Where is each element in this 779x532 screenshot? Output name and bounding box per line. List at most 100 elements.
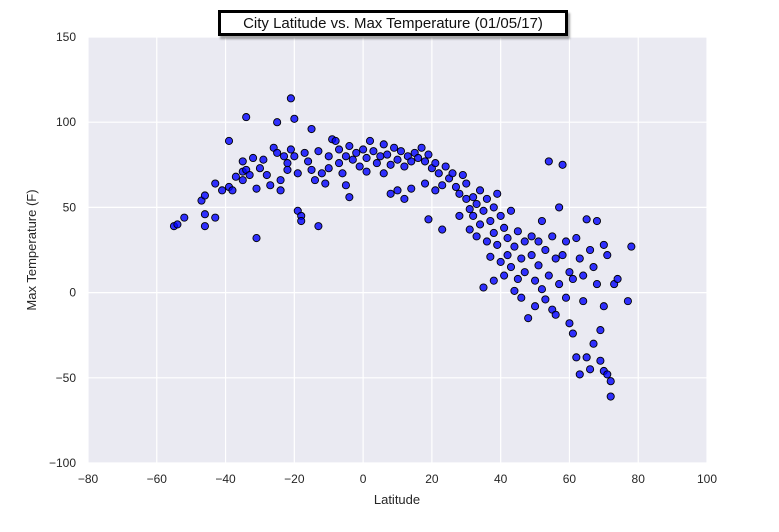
data-point bbox=[531, 302, 540, 311]
data-point bbox=[307, 124, 316, 134]
data-point bbox=[551, 310, 560, 319]
data-point bbox=[211, 213, 220, 222]
data-point bbox=[438, 225, 447, 234]
data-point bbox=[606, 392, 615, 401]
data-point bbox=[386, 160, 395, 169]
data-point bbox=[506, 262, 516, 272]
data-point bbox=[273, 118, 282, 127]
data-point bbox=[455, 189, 464, 198]
y-tick-label: 100 bbox=[56, 115, 76, 129]
x-tick-label: 60 bbox=[563, 472, 577, 486]
data-point bbox=[462, 179, 471, 188]
data-point bbox=[568, 329, 577, 338]
data-point bbox=[307, 165, 316, 174]
x-tick-label: −40 bbox=[215, 472, 236, 486]
data-point bbox=[510, 286, 519, 295]
data-point bbox=[396, 147, 405, 156]
data-point bbox=[414, 153, 423, 163]
data-point bbox=[544, 157, 553, 166]
data-point bbox=[558, 251, 567, 260]
data-point bbox=[606, 377, 615, 386]
data-point bbox=[431, 186, 440, 195]
data-point bbox=[273, 148, 282, 157]
data-point bbox=[558, 160, 567, 169]
data-point bbox=[420, 157, 430, 166]
data-point bbox=[575, 254, 584, 263]
data-point bbox=[249, 153, 258, 163]
data-point bbox=[441, 162, 450, 171]
data-point bbox=[462, 194, 471, 203]
x-tick-label: 100 bbox=[697, 472, 717, 486]
data-point bbox=[231, 172, 240, 181]
data-point bbox=[276, 176, 285, 185]
data-point bbox=[596, 326, 605, 335]
data-point bbox=[503, 234, 512, 243]
data-point bbox=[517, 293, 526, 302]
data-point bbox=[345, 193, 354, 202]
data-point bbox=[324, 152, 333, 161]
data-point bbox=[266, 181, 275, 190]
x-tick-label: −60 bbox=[147, 472, 168, 486]
data-point bbox=[627, 242, 636, 251]
data-point bbox=[417, 143, 426, 152]
data-point bbox=[200, 191, 209, 200]
y-axis-label: Max Temperature (F) bbox=[24, 189, 39, 310]
data-point bbox=[400, 162, 409, 171]
data-point bbox=[475, 220, 485, 229]
data-point bbox=[317, 169, 326, 178]
data-point bbox=[341, 152, 350, 161]
data-point bbox=[286, 145, 295, 154]
data-point bbox=[520, 268, 529, 277]
x-axis-ticks: −80 −60 −40 −20 0 20 40 60 80 100 bbox=[78, 472, 718, 486]
data-point bbox=[324, 164, 333, 173]
data-point bbox=[493, 189, 502, 198]
data-points bbox=[169, 94, 636, 401]
x-tick-label: 0 bbox=[360, 472, 367, 486]
data-point bbox=[348, 155, 357, 164]
data-point bbox=[407, 184, 416, 193]
data-point bbox=[513, 227, 522, 236]
data-point bbox=[575, 370, 584, 379]
data-point bbox=[424, 215, 433, 224]
data-point bbox=[455, 211, 464, 220]
data-point bbox=[262, 170, 271, 180]
data-point bbox=[365, 136, 375, 145]
gridlines bbox=[87, 36, 708, 464]
data-point bbox=[400, 194, 409, 203]
chart-title: City Latitude vs. Max Temperature (01/05… bbox=[218, 10, 568, 36]
data-point bbox=[582, 353, 591, 362]
x-tick-label: −80 bbox=[78, 472, 99, 486]
data-point bbox=[596, 356, 605, 365]
data-point bbox=[290, 114, 299, 123]
data-point bbox=[568, 274, 577, 284]
data-point bbox=[376, 152, 385, 161]
data-point bbox=[482, 237, 491, 246]
data-point bbox=[390, 143, 399, 152]
data-point bbox=[218, 186, 227, 195]
data-point bbox=[486, 216, 495, 226]
data-point bbox=[314, 222, 323, 231]
data-point bbox=[541, 245, 550, 255]
y-tick-label: 150 bbox=[56, 30, 76, 44]
data-point bbox=[345, 142, 354, 151]
data-point bbox=[386, 189, 395, 198]
data-point bbox=[438, 181, 447, 190]
data-point bbox=[479, 206, 488, 215]
data-point bbox=[283, 159, 292, 168]
data-point bbox=[180, 213, 189, 222]
x-tick-label: 40 bbox=[494, 472, 508, 486]
data-point bbox=[362, 153, 371, 163]
data-point bbox=[293, 169, 302, 178]
data-point bbox=[362, 167, 371, 176]
data-point bbox=[424, 150, 433, 159]
data-point bbox=[603, 251, 612, 260]
y-tick-label: −50 bbox=[56, 371, 77, 385]
data-point bbox=[520, 237, 529, 246]
data-point bbox=[469, 211, 478, 220]
data-point bbox=[259, 155, 268, 164]
data-point bbox=[623, 297, 632, 306]
y-tick-label: −100 bbox=[49, 456, 76, 470]
data-point bbox=[300, 148, 309, 157]
data-point bbox=[458, 170, 467, 180]
data-point bbox=[448, 169, 457, 178]
